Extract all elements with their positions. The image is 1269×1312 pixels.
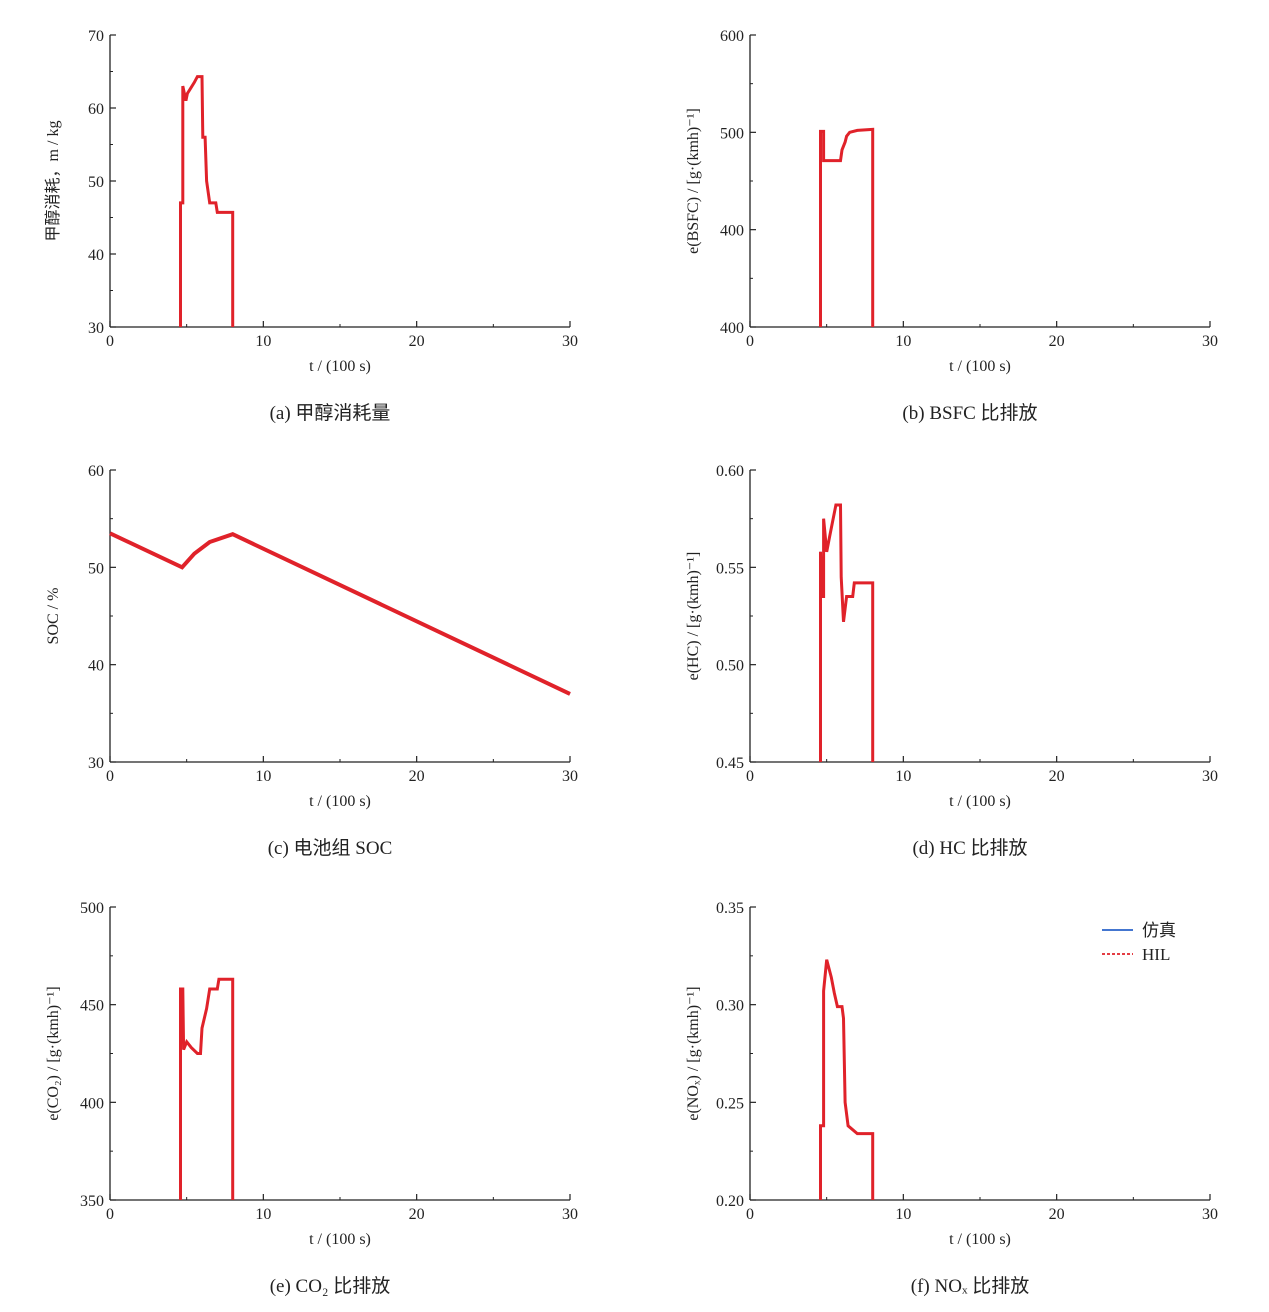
y-tick-label: 600 xyxy=(720,28,744,45)
y-axis-label: e(NOₓ) / [g·(kmh)⁻¹] xyxy=(685,986,702,1120)
panel-caption: (a) 甲醇消耗量 xyxy=(270,402,391,424)
x-tick-label: 10 xyxy=(255,333,271,350)
x-tick-label: 10 xyxy=(255,768,271,785)
chart-panel-c: 0 10 20 30 30 40 50 60 t / (100 s) SOC / % (c) 电池组… xyxy=(45,463,578,859)
y-tick-label: 350 xyxy=(80,1193,104,1210)
x-tick-label: 10 xyxy=(895,768,911,785)
y-tick-label: 40 xyxy=(88,658,104,675)
x-tick-label: 0 xyxy=(106,768,114,785)
x-tick-label: 0 xyxy=(106,1206,114,1223)
x-axis-label: t / (100 s) xyxy=(949,793,1011,810)
x-tick-label: 30 xyxy=(562,333,578,350)
x-axis-label: t / (100 s) xyxy=(309,358,371,375)
chart-panel-d: 0 10 20 30 0.45 0.50 0.55 0.60 t / (100 s) e(HC) … xyxy=(685,463,1218,859)
series-line-hil xyxy=(179,977,235,1200)
y-tick-label: 40 xyxy=(88,247,104,264)
y-tick-label: 500 xyxy=(80,900,104,917)
series-line-hil xyxy=(179,75,235,327)
y-tick-label: 450 xyxy=(80,998,104,1015)
series-line-simulation xyxy=(109,532,571,695)
series-line-hil xyxy=(819,127,875,327)
series-line-hil xyxy=(819,959,875,1200)
y-tick-label: 60 xyxy=(88,101,104,118)
x-axis-label: t / (100 s) xyxy=(309,793,371,810)
x-tick-label: 20 xyxy=(1049,1206,1065,1223)
y-tick-label: 70 xyxy=(88,28,104,45)
series-line-simulation xyxy=(819,959,874,1200)
panel-caption: (f) NOₓ 比排放 xyxy=(911,1275,1029,1297)
legend-label: HIL xyxy=(1142,945,1170,964)
x-tick-label: 20 xyxy=(1049,333,1065,350)
panel-caption: (d) HC 比排放 xyxy=(912,837,1027,859)
y-tick-label: 500 xyxy=(720,125,744,142)
y-tick-label: 0.35 xyxy=(716,900,744,917)
legend: 仿真 HIL xyxy=(1102,921,1176,964)
x-tick-label: 20 xyxy=(409,333,425,350)
y-axis-label: e(HC) / [g·(kmh)⁻¹] xyxy=(685,552,702,681)
y-tick-label: 0.20 xyxy=(716,1193,744,1210)
series-line-simulation xyxy=(819,128,874,327)
x-tick-label: 0 xyxy=(746,768,754,785)
x-tick-label: 10 xyxy=(895,1206,911,1223)
x-tick-label: 0 xyxy=(746,333,754,350)
y-tick-label: 50 xyxy=(88,560,104,577)
y-tick-label: 60 xyxy=(88,463,104,480)
chart-panel-b: 0 10 20 30 400 400 500 600 t / (100 s) e(BSFC) / … xyxy=(685,28,1218,424)
x-tick-label: 0 xyxy=(746,1206,754,1223)
y-axis-label: e(CO₂) / [g·(kmh)⁻¹] xyxy=(45,986,62,1120)
y-tick-label: 400 xyxy=(720,223,744,240)
y-axis-label: e(BSFC) / [g·(kmh)⁻¹] xyxy=(685,108,702,254)
x-tick-label: 30 xyxy=(1202,333,1218,350)
x-axis-label: t / (100 s) xyxy=(949,1231,1011,1248)
y-tick-label: 0.30 xyxy=(716,998,744,1015)
series-line-hil xyxy=(109,531,571,696)
x-axis-label: t / (100 s) xyxy=(309,1231,371,1248)
y-tick-label: 0.60 xyxy=(716,463,744,480)
chart-panel-e: 0 10 20 30 350 400 450 500 t / (100 s) e(CO₂) / [… xyxy=(45,900,578,1297)
y-tick-label: 0.25 xyxy=(716,1095,744,1112)
x-tick-label: 20 xyxy=(1049,768,1065,785)
x-tick-label: 10 xyxy=(255,1206,271,1223)
panel-caption: (e) CO₂ 比排放 xyxy=(270,1275,391,1297)
legend-label: 仿真 xyxy=(1142,921,1176,940)
y-axis-label: 甲醇消耗，m / kg xyxy=(44,121,62,242)
x-tick-label: 0 xyxy=(106,333,114,350)
x-tick-label: 30 xyxy=(562,1206,578,1223)
panel-caption: (b) BSFC 比排放 xyxy=(902,402,1037,424)
x-axis-label: t / (100 s) xyxy=(949,358,1011,375)
y-tick-label: 0.45 xyxy=(716,755,744,772)
series-line-hil xyxy=(819,503,875,762)
chart-panel-a: 0 10 20 30 30 40 50 60 70 t / (100 s) 甲醇消耗，m / kg (… xyxy=(44,28,578,424)
x-tick-label: 20 xyxy=(409,768,425,785)
y-tick-label: 400 xyxy=(720,320,744,337)
x-tick-label: 20 xyxy=(409,1206,425,1223)
series-line-simulation xyxy=(179,75,234,327)
x-tick-label: 30 xyxy=(1202,1206,1218,1223)
y-tick-label: 0.55 xyxy=(716,560,744,577)
chart-panel-f: 0 10 20 30 0.20 0.25 0.30 0.35 t / (100 s) e(NOₓ)… xyxy=(685,900,1218,1297)
x-tick-label: 30 xyxy=(562,768,578,785)
y-axis-label: SOC / % xyxy=(45,588,62,645)
y-tick-label: 400 xyxy=(80,1095,104,1112)
y-tick-label: 50 xyxy=(88,174,104,191)
x-tick-label: 10 xyxy=(895,333,911,350)
y-tick-label: 0.50 xyxy=(716,658,744,675)
x-tick-label: 30 xyxy=(1202,768,1218,785)
y-tick-label: 30 xyxy=(88,755,104,772)
y-tick-label: 30 xyxy=(88,320,104,337)
panel-caption: (c) 电池组 SOC xyxy=(268,837,393,859)
